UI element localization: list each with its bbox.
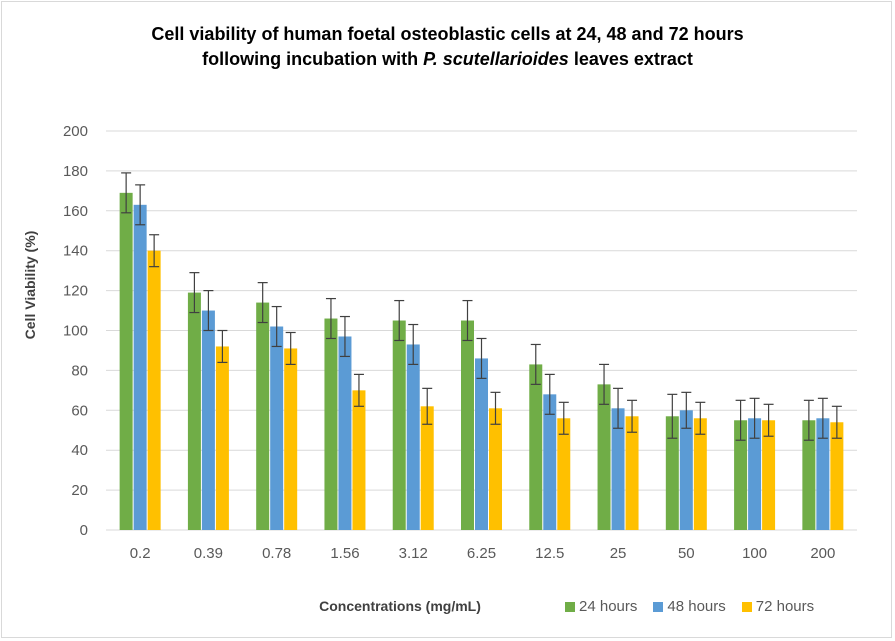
y-tick-label: 100 — [63, 323, 88, 340]
x-tick-label: 50 — [678, 545, 695, 562]
legend-label: 48 hours — [667, 598, 726, 615]
y-tick-label: 140 — [63, 243, 88, 260]
bar-72-hours-3.12 — [420, 406, 434, 530]
legend-label: 72 hours — [755, 598, 815, 615]
chart-title: Cell viability of human foetal osteoblas… — [0, 22, 895, 72]
legend-item-48-hours: 48 hours — [653, 598, 726, 615]
bar-24-hours-0.39 — [187, 292, 201, 530]
y-tick-labels: 0 20 40 60 80 100 120 140 160 180 200 — [63, 123, 88, 539]
x-tick-label: 0.39 — [194, 545, 223, 562]
legend-swatch — [565, 601, 575, 612]
x-tick-label: 25 — [610, 545, 627, 562]
chart-title-line2: following incubation with P. scutellario… — [0, 47, 895, 72]
bar-24-hours-1.56 — [324, 318, 338, 530]
legend-item-24-hours: 24 hours — [565, 598, 637, 615]
legend: 24 hours 48 hours 72 hours — [565, 598, 814, 615]
x-tick-label: 1.56 — [330, 545, 359, 562]
legend-swatch — [653, 601, 664, 612]
y-axis-label: Cell Viability (%) — [22, 230, 38, 340]
title-species: P. scutellarioides — [423, 49, 569, 69]
bar-24-hours-12.5 — [529, 364, 543, 530]
y-tick-label: 0 — [80, 522, 88, 539]
x-tick-label: 200 — [810, 545, 835, 562]
x-tick-label: 100 — [742, 545, 767, 562]
bar-72-hours-0.78 — [284, 348, 298, 530]
x-tick-label: 0.2 — [130, 545, 151, 562]
bar-24-hours-3.12 — [392, 320, 406, 530]
bar-48-hours-12.5 — [543, 394, 557, 530]
bar-48-hours-6.25 — [475, 358, 488, 530]
bar-24-hours-6.25 — [461, 320, 474, 530]
bar-72-hours-200 — [830, 422, 844, 530]
bar-72-hours-100 — [762, 420, 776, 530]
bar-72-hours-6.25 — [489, 408, 502, 530]
bar-72-hours-0.39 — [215, 346, 229, 530]
title-prefix: following incubation with — [202, 49, 424, 69]
bar-48-hours-100 — [748, 418, 762, 530]
bar-24-hours-0.2 — [119, 192, 133, 530]
bar-48-hours-0.78 — [270, 326, 284, 530]
chart-title-line1: Cell viability of human foetal osteoblas… — [151, 24, 744, 44]
bar-24-hours-0.78 — [256, 302, 270, 530]
bar-series — [119, 192, 844, 530]
bar-72-hours-0.2 — [147, 250, 161, 530]
bar-48-hours-0.2 — [133, 204, 147, 530]
y-tick-label: 180 — [63, 163, 88, 180]
bar-48-hours-0.39 — [201, 310, 215, 530]
x-tick-label: 6.25 — [467, 545, 496, 562]
bar-48-hours-1.56 — [338, 336, 352, 530]
legend-swatch — [741, 601, 752, 612]
bar-72-hours-12.5 — [557, 418, 571, 530]
y-tick-label: 40 — [71, 442, 88, 459]
bar-72-hours-50 — [693, 418, 707, 530]
y-tick-label: 60 — [71, 402, 88, 419]
bar-48-hours-50 — [679, 410, 693, 530]
x-tick-label: 3.12 — [399, 545, 428, 562]
bar-24-hours-25 — [597, 384, 611, 530]
bar-24-hours-100 — [734, 420, 748, 530]
x-tick-label: 0.78 — [262, 545, 291, 562]
bar-48-hours-3.12 — [406, 344, 420, 530]
y-tick-label: 20 — [71, 482, 88, 499]
title-suffix: leaves extract — [568, 49, 693, 69]
bar-72-hours-25 — [625, 416, 639, 530]
bar-48-hours-200 — [816, 418, 830, 530]
x-tick-labels: 0.2 0.39 0.78 1.56 3.12 6.25 12.5 25 50 100 200 — [130, 545, 836, 562]
legend-item-72-hours: 72 hours — [741, 598, 815, 615]
bar-72-hours-1.56 — [352, 390, 366, 530]
legend-label: 24 hours — [579, 598, 638, 615]
y-tick-label: 200 — [63, 123, 88, 140]
y-tick-label: 160 — [63, 203, 88, 220]
x-axis-label: Concentrations (mg/mL) — [319, 598, 481, 614]
error-bars — [121, 172, 842, 441]
x-tick-label: 12.5 — [535, 545, 564, 562]
bar-24-hours-50 — [665, 416, 679, 530]
bar-24-hours-200 — [802, 420, 816, 530]
y-tick-label: 120 — [63, 283, 88, 300]
bar-48-hours-25 — [611, 408, 625, 530]
y-tick-label: 80 — [71, 362, 88, 379]
